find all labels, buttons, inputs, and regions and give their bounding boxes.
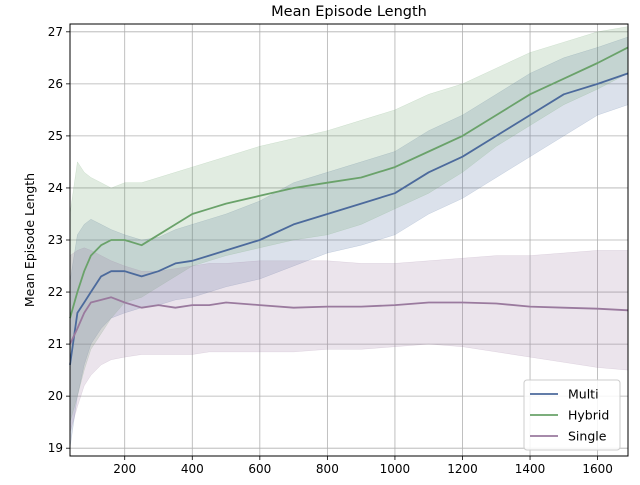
y-tick-label: 27: [48, 25, 63, 39]
x-axis-ticks: 200 400 600 800 1000 1200 1400 1600: [113, 456, 613, 476]
x-tick-label: 200: [113, 462, 136, 476]
band-hybrid: [69, 26, 629, 423]
line-multi: [69, 72, 629, 366]
legend-label: Single: [568, 429, 607, 444]
y-axis-label: Mean Episode Length: [22, 173, 37, 307]
series-lines: [69, 46, 629, 366]
line-single: [69, 296, 629, 345]
legend-label: Multi: [568, 387, 599, 402]
x-tick-label: 800: [316, 462, 339, 476]
y-tick-label: 25: [48, 129, 63, 143]
legend-box: [523, 379, 621, 451]
y-axis-ticks: 19 20 21 22 23 24 25 26 27: [48, 25, 70, 455]
x-tick-label: 1600: [582, 462, 613, 476]
x-tick-label: 600: [248, 462, 271, 476]
y-tick-label: 20: [48, 389, 63, 403]
chart-title: Mean Episode Length: [271, 4, 427, 20]
y-tick-label: 23: [48, 233, 63, 247]
line-hybrid: [69, 46, 629, 319]
y-tick-label: 19: [48, 441, 63, 455]
x-tick-label: 1000: [380, 462, 411, 476]
grid: [70, 24, 628, 456]
y-tick-label: 21: [48, 337, 63, 351]
y-tick-label: 26: [48, 77, 63, 91]
x-tick-label: 1200: [447, 462, 478, 476]
y-tick-label: 24: [48, 181, 63, 195]
y-tick-label: 22: [48, 285, 63, 299]
x-tick-label: 400: [181, 462, 204, 476]
x-tick-label: 1400: [515, 462, 546, 476]
legend-label: Hybrid: [568, 408, 609, 423]
legend: Multi Hybrid Single: [523, 379, 621, 451]
